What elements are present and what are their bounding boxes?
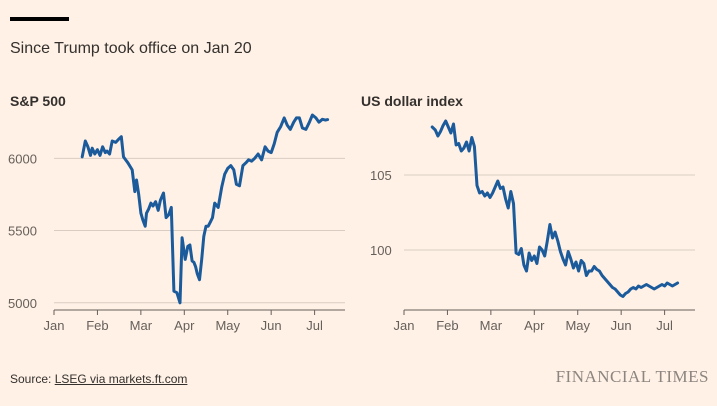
dollar-x-tick-label: Apr — [524, 318, 545, 333]
source-link[interactable]: LSEG via markets.ft.com — [54, 372, 188, 386]
dollar-series-line — [430, 119, 680, 298]
sp500-y-tick-label: 6000 — [8, 151, 37, 166]
sp500-x-tick-label: Jan — [44, 318, 65, 333]
dollar-y-tick-label: 100 — [370, 243, 392, 258]
sp500-chart: 5000 5500 6000 Jan Feb Mar Apr May Jun Jul — [8, 113, 345, 333]
sp500-y-tick-label: 5000 — [8, 296, 37, 311]
dollar-y-tick-label: 105 — [370, 168, 392, 183]
sp500-y-tick-label: 5500 — [8, 224, 37, 239]
source-prefix: Source: — [10, 372, 55, 386]
financial-times-logo: FINANCIAL TIMES — [555, 367, 709, 386]
dollar-x-tick-label: Mar — [480, 318, 503, 333]
sp500-x-tick-label: Jul — [306, 318, 323, 333]
sp500-x-tick-label: Apr — [174, 318, 195, 333]
dollar-index-chart: 100 105 Jan Feb Mar Apr May Jun Jul — [370, 119, 695, 333]
sp500-chart-title: S&P 500 — [10, 93, 66, 109]
dollar-x-tick-label: Feb — [436, 318, 458, 333]
dollar-x-tick-label: Jun — [611, 318, 632, 333]
sp500-x-tick-label: Jun — [261, 318, 282, 333]
ft-accent-bar — [10, 17, 69, 21]
chart-subtitle: Since Trump took office on Jan 20 — [10, 40, 252, 57]
dollar-x-tick-label: Jan — [394, 318, 415, 333]
source-note: Source: LSEG via markets.ft.com — [10, 372, 187, 386]
sp500-x-tick-label: May — [215, 318, 240, 333]
dollar-index-chart-title: US dollar index — [361, 93, 463, 109]
sp500-x-tick-label: Feb — [86, 318, 108, 333]
sp500-x-tick-label: Mar — [130, 318, 153, 333]
dollar-x-tick-label: Jul — [656, 318, 673, 333]
sp500-series-line — [80, 113, 330, 305]
dollar-x-tick-label: May — [565, 318, 590, 333]
